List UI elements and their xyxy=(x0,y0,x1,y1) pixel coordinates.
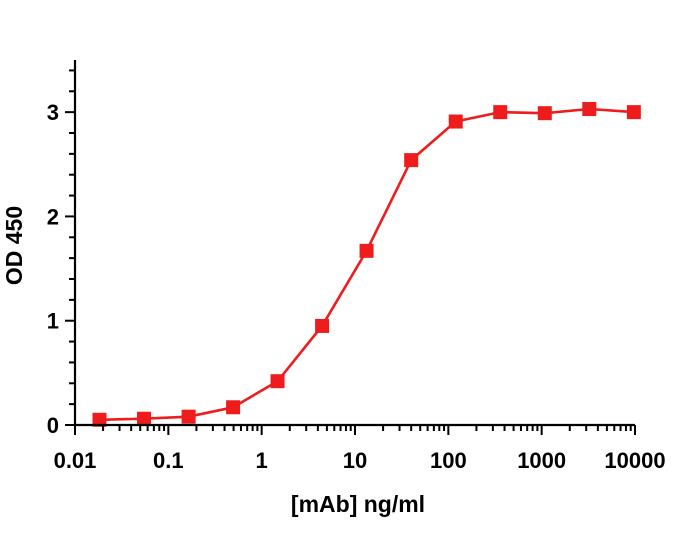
x-tick-label: 0.1 xyxy=(153,448,184,473)
data-point xyxy=(226,400,241,415)
data-point xyxy=(448,114,463,129)
x-tick-label: 10000 xyxy=(604,448,665,473)
data-point xyxy=(404,153,419,168)
data-point xyxy=(92,412,107,427)
y-tick-label: 1 xyxy=(47,309,59,334)
data-point xyxy=(181,409,196,424)
data-point xyxy=(137,411,152,426)
y-tick-label: 0 xyxy=(47,413,59,438)
data-point xyxy=(359,243,374,258)
x-axis-ticks: 0.01 0.1 1 10 100 1000 10000 xyxy=(54,425,666,473)
data-point xyxy=(270,374,285,389)
series-line xyxy=(99,107,634,422)
axes: 0 1 2 3 0.01 0.1 1 10 100 1000 10000 xyxy=(47,60,666,473)
x-tick-label: 1 xyxy=(256,448,268,473)
y-tick-label: 3 xyxy=(47,100,59,125)
data-point xyxy=(315,318,330,333)
y-axis-title: OD 450 xyxy=(1,206,27,285)
plot-area xyxy=(92,102,641,427)
x-tick-label: 0.01 xyxy=(54,448,97,473)
y-tick-label: 2 xyxy=(47,204,59,229)
data-point xyxy=(537,106,552,121)
data-point xyxy=(493,105,508,120)
x-tick-label: 1000 xyxy=(517,448,566,473)
x-tick-label: 10 xyxy=(343,448,367,473)
data-point xyxy=(582,102,597,117)
x-axis-title: [mAb] ng/ml xyxy=(291,491,425,517)
data-point xyxy=(626,105,641,120)
x-tick-label: 100 xyxy=(430,448,467,473)
y-axis-ticks: 0 1 2 3 xyxy=(47,69,75,438)
